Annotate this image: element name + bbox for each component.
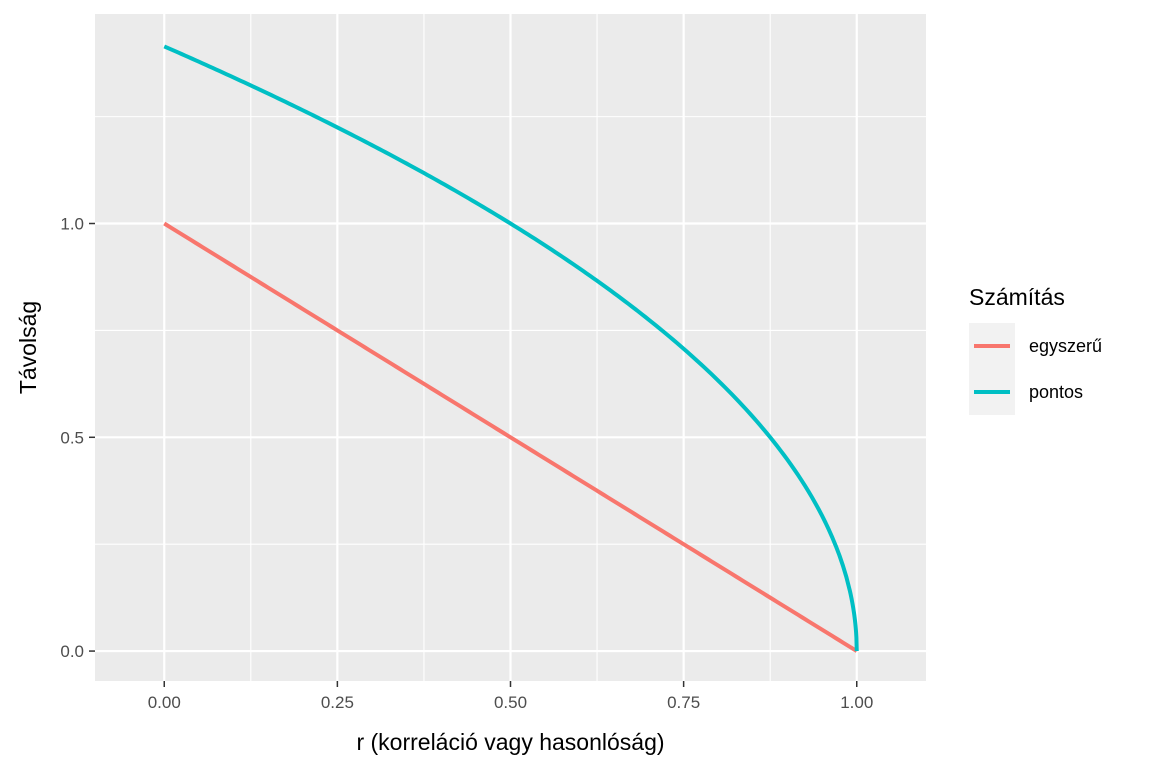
x-tick-label: 0.50 <box>494 693 527 712</box>
x-tick-label: 0.75 <box>667 693 700 712</box>
legend-title: Számítás <box>969 284 1065 310</box>
series-line-egyszerű <box>163 221 859 653</box>
y-axis-title: Távolság <box>15 301 41 394</box>
series-line-pontos <box>163 44 859 652</box>
legend-label: egyszerű <box>1029 336 1102 356</box>
legend-items: egyszerű pontos <box>969 323 1102 415</box>
y-tick-label: 1.0 <box>60 215 84 234</box>
x-tick-label: 1.00 <box>840 693 873 712</box>
series-layer <box>163 44 859 653</box>
y-axis-ticks: 0.0 0.5 1.0 <box>60 215 95 661</box>
y-tick-label: 0.5 <box>60 428 84 447</box>
legend: Számítás egyszerű pontos <box>969 284 1102 415</box>
x-axis-title: r (korreláció vagy hasonlóság) <box>356 729 664 755</box>
x-axis-ticks: 0.00 0.25 0.50 0.75 1.00 <box>148 681 873 712</box>
x-tick-label: 0.25 <box>321 693 354 712</box>
legend-label: pontos <box>1029 382 1083 402</box>
y-tick-label: 0.0 <box>60 642 84 661</box>
x-tick-label: 0.00 <box>148 693 181 712</box>
